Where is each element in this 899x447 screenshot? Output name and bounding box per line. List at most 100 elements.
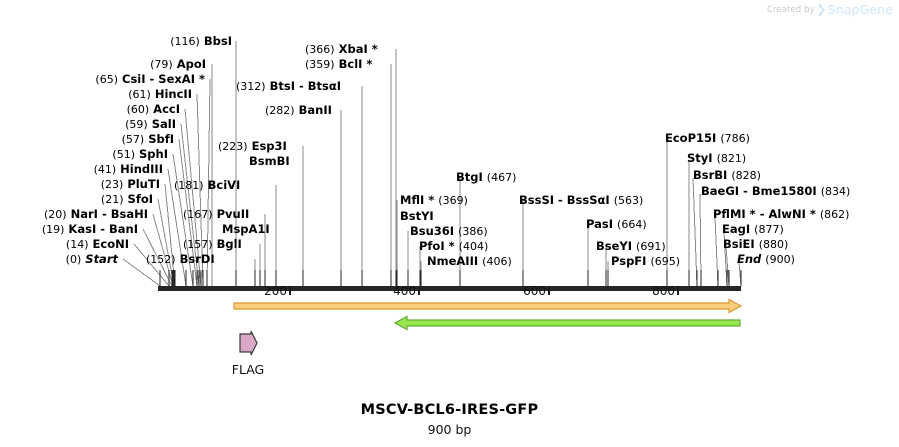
enzyme-label-sphi[interactable]: (51) SphI xyxy=(0,148,168,161)
enzyme-position: (60) xyxy=(126,103,150,116)
enzyme-position: (79) xyxy=(150,58,173,71)
enzyme-name: BsiEI xyxy=(723,237,755,251)
enzyme-label-pasi[interactable]: PasI (664) xyxy=(586,218,647,231)
enzyme-name: SphI xyxy=(139,147,168,161)
enzyme-position: (900) xyxy=(765,253,795,266)
enzyme-label-end[interactable]: End (900) xyxy=(737,253,795,266)
enzyme-name: Bsu36I xyxy=(410,224,455,238)
enzyme-label-bsiei[interactable]: BsiEI (880) xyxy=(723,238,788,251)
enzyme-label-sbfi[interactable]: (57) SbfI xyxy=(0,133,174,146)
enzyme-label-pfoi[interactable]: PfoI * (404) xyxy=(419,240,488,253)
flag-feature-label: FLAG xyxy=(231,362,265,377)
enzyme-label-nari-bsahi[interactable]: (20) NarI - BsaHI xyxy=(0,208,148,221)
enzyme-label-bgli[interactable]: (157) BglI xyxy=(183,238,242,251)
enzyme-label-apoi[interactable]: (79) ApoI xyxy=(0,58,206,71)
enzyme-position: (691) xyxy=(636,240,666,253)
enzyme-label-bseyi[interactable]: BseYI (691) xyxy=(596,240,666,253)
enzyme-name: BsrBI xyxy=(693,168,728,182)
ruler-tick-800 xyxy=(677,286,679,295)
enzyme-name: SalI xyxy=(151,117,176,131)
enzyme-name: HindIII xyxy=(120,162,163,176)
enzyme-label-bstyi[interactable]: BstYI xyxy=(400,210,434,222)
enzyme-name: CsiI - SexAI * xyxy=(122,72,205,86)
snapgene-watermark: Created by SnapGene xyxy=(767,2,893,17)
enzyme-position: (366) xyxy=(305,43,335,56)
enzyme-label-baegi-bme1580i[interactable]: BaeGI - Bme1580I (834) xyxy=(701,185,850,198)
enzyme-label-bbsi[interactable]: (116) BbsI xyxy=(0,35,232,48)
ruler-tick-400 xyxy=(418,286,420,295)
enzyme-position: (61) xyxy=(128,88,151,101)
enzyme-label-xbai[interactable]: (366) XbaI * xyxy=(305,43,378,56)
ruler-label-800: 800 xyxy=(652,284,675,298)
enzyme-name: NarI - BsaHI xyxy=(70,207,148,221)
enzyme-label-bsmbi[interactable]: BsmBI xyxy=(249,155,290,167)
enzyme-name: PfoI * xyxy=(419,239,455,253)
enzyme-position: (880) xyxy=(758,238,789,251)
enzyme-label-sali[interactable]: (59) SalI xyxy=(0,118,176,131)
enzyme-label-bsssi-bsssai[interactable]: BssSI - BssSαI (563) xyxy=(519,194,643,207)
sequence-backbone[interactable] xyxy=(0,270,899,310)
enzyme-label-kasi-bani[interactable]: (19) KasI - BanI xyxy=(0,223,138,236)
enzyme-position: (152) xyxy=(146,253,176,266)
enzyme-label-bcivi[interactable]: (181) BciVI xyxy=(174,179,240,192)
flag-arrow-shape[interactable] xyxy=(236,330,260,356)
enzyme-label-pspfi[interactable]: PspFI (695) xyxy=(611,255,680,268)
enzyme-name: PspFI xyxy=(611,254,647,268)
enzyme-name: BssSI - BssSαI xyxy=(519,193,610,207)
orange-feature-arrow xyxy=(233,298,743,314)
enzyme-label-bcli[interactable]: (359) BclI * xyxy=(305,58,372,71)
enzyme-label-nmeaiii[interactable]: NmeAIII (406) xyxy=(427,255,512,268)
enzyme-position: (65) xyxy=(95,73,118,86)
sequence-ruler: 200 400 600 800 xyxy=(0,284,899,306)
enzyme-label-btgi[interactable]: BtgI (467) xyxy=(456,171,516,184)
enzyme-label-bsrbi[interactable]: BsrBI (828) xyxy=(693,169,761,182)
enzyme-position: (862) xyxy=(819,208,850,221)
enzyme-name: XbaI * xyxy=(338,42,378,56)
enzyme-position: (406) xyxy=(482,255,512,268)
enzyme-position: (563) xyxy=(613,194,644,207)
enzyme-label-acci[interactable]: (60) AccI xyxy=(0,103,180,116)
backbone-line xyxy=(158,286,741,291)
enzyme-label-ecop15i[interactable]: EcoP15I (786) xyxy=(665,132,750,145)
enzyme-label-mspa1i[interactable]: MspA1I xyxy=(222,223,270,235)
enzyme-name: BstYI xyxy=(400,209,434,223)
enzyme-name: AccI xyxy=(153,102,180,116)
enzyme-label-styi[interactable]: StyI (821) xyxy=(687,152,746,165)
enzyme-name: BanII xyxy=(298,103,332,117)
enzyme-position: (877) xyxy=(754,223,784,236)
enzyme-label-btsi-btsai[interactable]: (312) BtsI - BtsαI xyxy=(236,80,341,93)
enzyme-position: (467) xyxy=(486,171,517,184)
enzyme-name: EcoNI xyxy=(92,237,129,251)
enzyme-label-econi[interactable]: (14) EcoNI xyxy=(0,238,129,251)
green-feature-arrow xyxy=(393,315,741,331)
enzyme-position: (157) xyxy=(183,238,213,251)
enzyme-name: BsmBI xyxy=(249,154,290,168)
enzyme-label-pvuii[interactable]: (167) PvuII xyxy=(183,208,249,221)
enzyme-position: (20) xyxy=(44,208,67,221)
enzyme-position: (664) xyxy=(617,218,647,231)
enzyme-position: (14) xyxy=(65,238,89,251)
enzyme-name: SbfI xyxy=(148,132,174,146)
enzyme-name: EagI xyxy=(722,222,751,236)
enzyme-name: NmeAIII xyxy=(427,254,479,268)
enzyme-label-start[interactable]: (0) Start xyxy=(0,253,118,266)
enzyme-label-pluti[interactable]: (23) PluTI xyxy=(0,178,160,191)
enzyme-label-esp3i[interactable]: (223) Esp3I xyxy=(218,140,287,153)
enzyme-label-hindiii[interactable]: (41) HindIII xyxy=(0,163,163,176)
enzyme-label-bsu36i[interactable]: Bsu36I (386) xyxy=(410,225,488,238)
enzyme-label-hincii[interactable]: (61) HincII xyxy=(0,88,192,101)
enzyme-position: (828) xyxy=(731,169,761,182)
enzyme-label-sfoi[interactable]: (21) SfoI xyxy=(0,193,153,206)
enzyme-name: BseYI xyxy=(596,239,633,253)
flag-feature[interactable]: FLAG xyxy=(228,330,268,377)
watermark-brand-name: SnapGene xyxy=(827,2,893,17)
enzyme-label-pflmi-alwni[interactable]: PflMI * - AlwNI * (862) xyxy=(713,208,849,221)
enzyme-label-banii[interactable]: (282) BanII xyxy=(265,104,332,117)
enzyme-position: (786) xyxy=(720,132,750,145)
enzyme-label-mfli[interactable]: MflI * (369) xyxy=(400,194,468,207)
enzyme-label-eagi[interactable]: EagI (877) xyxy=(722,223,784,236)
enzyme-label-bsrdi[interactable]: (152) BsrDI xyxy=(146,253,215,266)
enzyme-label-csii-sexai[interactable]: (65) CsiI - SexAI * xyxy=(0,73,205,86)
enzyme-position: (23) xyxy=(100,178,124,191)
